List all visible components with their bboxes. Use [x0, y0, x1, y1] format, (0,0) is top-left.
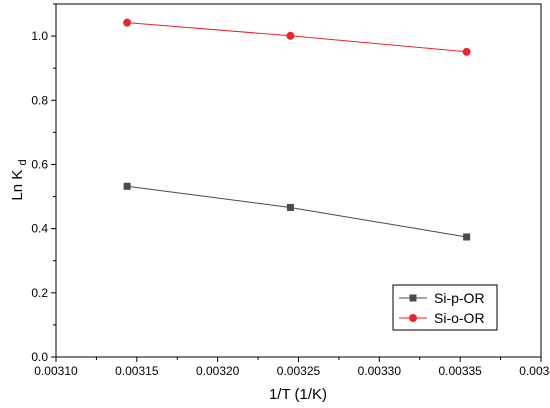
- x-tick-label: 0.00315: [115, 364, 159, 378]
- series-line-si-o-or: [127, 22, 467, 53]
- x-tick-label: 0.00340: [519, 364, 550, 378]
- x-axis-title: 1/T (1/K): [269, 386, 327, 403]
- legend-label-si-o-or: Si-o-OR: [434, 310, 485, 326]
- legend-marker-si-o-or: [409, 314, 417, 322]
- y-tick-label: 0.8: [31, 93, 48, 107]
- x-tick-label: 0.00330: [358, 364, 402, 378]
- data-point-si-o-or: [286, 31, 295, 40]
- series-line-si-p-or: [127, 185, 467, 238]
- data-point-si-p-or: [286, 203, 294, 211]
- x-tick-label: 0.00310: [34, 364, 78, 378]
- legend-label-si-p-or: Si-p-OR: [434, 290, 485, 306]
- y-tick-label: 0.0: [31, 350, 48, 364]
- legend: Si-p-OR Si-o-OR: [392, 284, 498, 331]
- data-point-si-o-or: [462, 47, 471, 56]
- x-axis-ticks: 0.00310 0.00315 0.00320 0.00325 0.00330 0.003…: [34, 357, 550, 378]
- y-tick-label: 0.2: [31, 286, 48, 300]
- x-tick-label: 0.00325: [277, 364, 321, 378]
- y-axis-title-main: Ln K: [9, 170, 26, 201]
- data-point-si-p-or: [463, 233, 471, 241]
- y-tick-label: 1.0: [31, 29, 48, 43]
- series-layer: [123, 18, 471, 241]
- y-axis-ticks: 0.0 0.2 0.4 0.6 0.8 1.0: [31, 3, 56, 364]
- legend-marker-si-p-or: [409, 294, 417, 302]
- x-tick-label: 0.00320: [196, 364, 240, 378]
- data-point-si-o-or: [123, 18, 132, 27]
- y-axis-title-subscript: d: [17, 159, 29, 165]
- y-tick-label: 0.4: [31, 222, 48, 236]
- y-tick-label: 0.6: [31, 157, 48, 171]
- legend-box: [392, 284, 498, 331]
- y-axis-title: Ln K d: [9, 159, 29, 200]
- data-point-si-p-or: [123, 182, 131, 190]
- x-tick-label: 0.00335: [438, 364, 482, 378]
